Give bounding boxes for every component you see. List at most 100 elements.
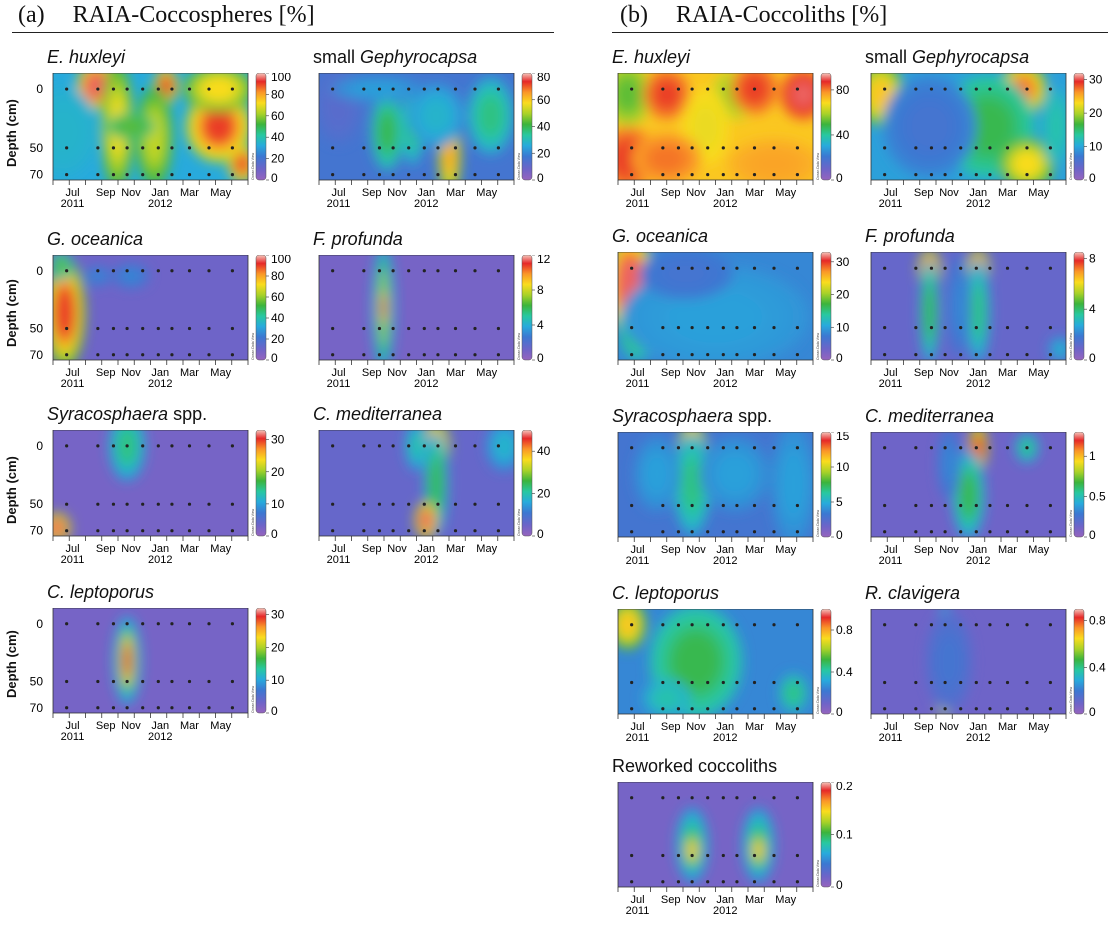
sample-point bbox=[1005, 446, 1010, 450]
sample-point bbox=[676, 87, 681, 91]
sample-point bbox=[752, 530, 757, 534]
depth-axis-label-3: Depth (cm) bbox=[4, 456, 19, 524]
month-tick-label: Mar bbox=[998, 367, 1017, 379]
depth-tick-label: 50 bbox=[30, 322, 44, 336]
sample-point bbox=[453, 502, 458, 506]
sample-point bbox=[752, 87, 757, 91]
sample-point bbox=[377, 269, 382, 273]
year-tick-label: 2011 bbox=[327, 378, 351, 390]
colorbar bbox=[255, 607, 267, 714]
sample-point bbox=[111, 173, 116, 177]
sample-point bbox=[65, 353, 69, 357]
year-tick-label: 2012 bbox=[966, 555, 990, 567]
sample-point bbox=[1025, 326, 1029, 330]
month-tick-label: Mar bbox=[998, 721, 1017, 733]
month-tick-label: May bbox=[775, 544, 796, 556]
colorbar-tick-label: 20 bbox=[1089, 106, 1103, 120]
plot-title-b4: F. profunda bbox=[865, 226, 955, 247]
heatmap-blob bbox=[781, 453, 806, 516]
sample-point bbox=[377, 444, 382, 448]
sample-point bbox=[630, 796, 634, 800]
heatmap-blob bbox=[410, 433, 423, 459]
colorbar-tick-label: 40 bbox=[836, 128, 850, 142]
sample-point bbox=[752, 326, 757, 330]
sample-point bbox=[943, 353, 947, 357]
sample-point bbox=[362, 444, 366, 448]
month-tick-label: May bbox=[775, 721, 796, 733]
sample-point bbox=[230, 173, 234, 177]
heatmap-background bbox=[53, 430, 248, 536]
sample-point bbox=[125, 146, 129, 150]
sample-point bbox=[630, 503, 634, 508]
sample-point bbox=[883, 87, 887, 91]
month-tick-label: Jan bbox=[716, 367, 734, 379]
year-tick-label: 2012 bbox=[713, 198, 737, 210]
sample-point bbox=[943, 530, 947, 534]
sample-point bbox=[96, 173, 100, 177]
sample-point bbox=[230, 269, 234, 273]
year-tick-label: 2011 bbox=[327, 198, 351, 210]
month-tick-label: Mar bbox=[998, 544, 1017, 556]
sample-point bbox=[914, 87, 918, 91]
colorbar bbox=[521, 429, 533, 537]
sample-point bbox=[661, 796, 665, 800]
sample-point bbox=[883, 623, 887, 627]
sample-point bbox=[473, 353, 477, 357]
sample-point bbox=[706, 503, 710, 508]
sample-point bbox=[914, 146, 918, 150]
heatmap-field bbox=[53, 255, 248, 360]
heatmap-blob bbox=[694, 107, 718, 146]
sample-point bbox=[690, 707, 694, 711]
sample-point bbox=[914, 446, 918, 450]
month-tick-label: Sep bbox=[661, 367, 681, 379]
sample-point bbox=[988, 530, 992, 534]
month-tick-label: Mar bbox=[745, 721, 764, 733]
month-tick-label: May bbox=[210, 187, 231, 199]
sample-point bbox=[943, 87, 947, 91]
sample-point bbox=[141, 622, 145, 626]
sample-point bbox=[929, 266, 934, 270]
sample-point bbox=[929, 146, 934, 150]
sample-point bbox=[207, 353, 211, 357]
sample-point bbox=[473, 269, 477, 273]
sample-point bbox=[377, 502, 382, 506]
sample-point bbox=[1005, 623, 1010, 627]
heatmap-blob bbox=[54, 257, 67, 274]
sample-point bbox=[170, 502, 174, 506]
sample-point bbox=[96, 622, 100, 626]
sample-point bbox=[661, 446, 665, 450]
sample-point bbox=[111, 622, 116, 626]
sample-point bbox=[1048, 173, 1052, 177]
month-tick-label: Jul bbox=[883, 544, 897, 556]
heatmap-plot-a1: 0 50 70 Jul Sep Nov Jan Mar May 2011 2012 Ocean Dat… bbox=[23, 70, 294, 231]
sample-point bbox=[422, 87, 426, 91]
sample-point bbox=[795, 446, 799, 450]
sample-point bbox=[883, 530, 887, 534]
heatmap-blob bbox=[662, 260, 710, 287]
sample-point bbox=[436, 87, 440, 91]
sample-point bbox=[141, 87, 145, 91]
sample-point bbox=[391, 326, 395, 331]
heatmap-blob bbox=[421, 99, 451, 132]
sample-point bbox=[331, 87, 335, 91]
sample-point bbox=[883, 353, 887, 357]
month-tick-label: Mar bbox=[998, 187, 1017, 199]
sample-point bbox=[453, 87, 458, 91]
month-tick-label: Mar bbox=[446, 367, 465, 379]
month-tick-label: Mar bbox=[446, 187, 465, 199]
sample-point bbox=[735, 680, 739, 685]
sample-point bbox=[735, 326, 739, 330]
plot-title-italic: G. oceanica bbox=[47, 229, 144, 249]
month-tick-label: May bbox=[210, 543, 231, 555]
sample-point bbox=[230, 444, 234, 448]
sample-point bbox=[630, 680, 634, 685]
sample-point bbox=[706, 266, 710, 270]
sample-point bbox=[706, 680, 710, 685]
sample-point bbox=[422, 353, 426, 357]
colorbar-tick-label: 0 bbox=[836, 171, 843, 185]
depth-tick-label: 0 bbox=[36, 617, 43, 631]
sample-point bbox=[752, 446, 757, 450]
sample-point bbox=[391, 269, 395, 273]
sample-point bbox=[795, 880, 799, 884]
month-tick-label: May bbox=[1028, 187, 1049, 199]
